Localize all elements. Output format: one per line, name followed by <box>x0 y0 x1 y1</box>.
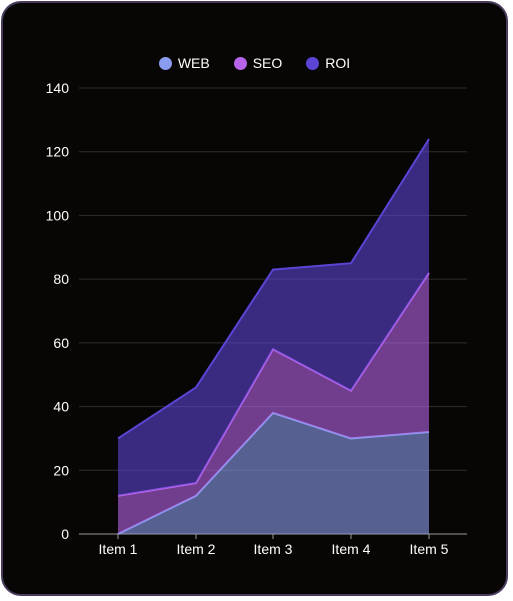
chart-card: WEB SEO ROI 0 20 40 60 80 100 120 140 Item 1 Item… <box>1 1 508 596</box>
area-web <box>118 412 429 534</box>
area-roi <box>118 138 429 496</box>
y-tick-label: 140 <box>46 80 70 96</box>
area-seo <box>118 272 429 534</box>
y-tick-label: 60 <box>53 335 69 351</box>
y-tick-label: 120 <box>46 144 70 160</box>
x-tick-label: Item 3 <box>254 541 293 557</box>
legend-label-roi: ROI <box>325 55 351 71</box>
legend-item-web[interactable]: WEB <box>158 55 210 71</box>
y-tick-label: 100 <box>46 207 70 223</box>
x-tick-label: Item 4 <box>332 541 371 557</box>
y-tick-label: 80 <box>53 271 69 287</box>
area-chart: 0 20 40 60 80 100 120 140 Item 1 Item 2 Item 3 Item… <box>46 80 467 557</box>
y-tick-label: 0 <box>61 526 69 542</box>
legend-label-seo: SEO <box>252 55 283 71</box>
line-roi <box>117 138 430 440</box>
legend-swatch-seo <box>233 56 247 70</box>
y-tick-label: 40 <box>53 399 69 415</box>
x-tick-label: Item 2 <box>177 541 216 557</box>
y-tick-label: 20 <box>53 462 69 478</box>
legend: WEB SEO ROI <box>3 55 506 71</box>
legend-item-roi[interactable]: ROI <box>306 55 350 71</box>
x-tick-label: Item 1 <box>99 541 138 557</box>
legend-item-seo[interactable]: SEO <box>233 55 283 71</box>
legend-label-web: WEB <box>177 55 210 71</box>
legend-swatch-web <box>158 56 172 70</box>
x-tick-label: Item 5 <box>410 541 449 557</box>
legend-swatch-roi <box>306 56 320 70</box>
